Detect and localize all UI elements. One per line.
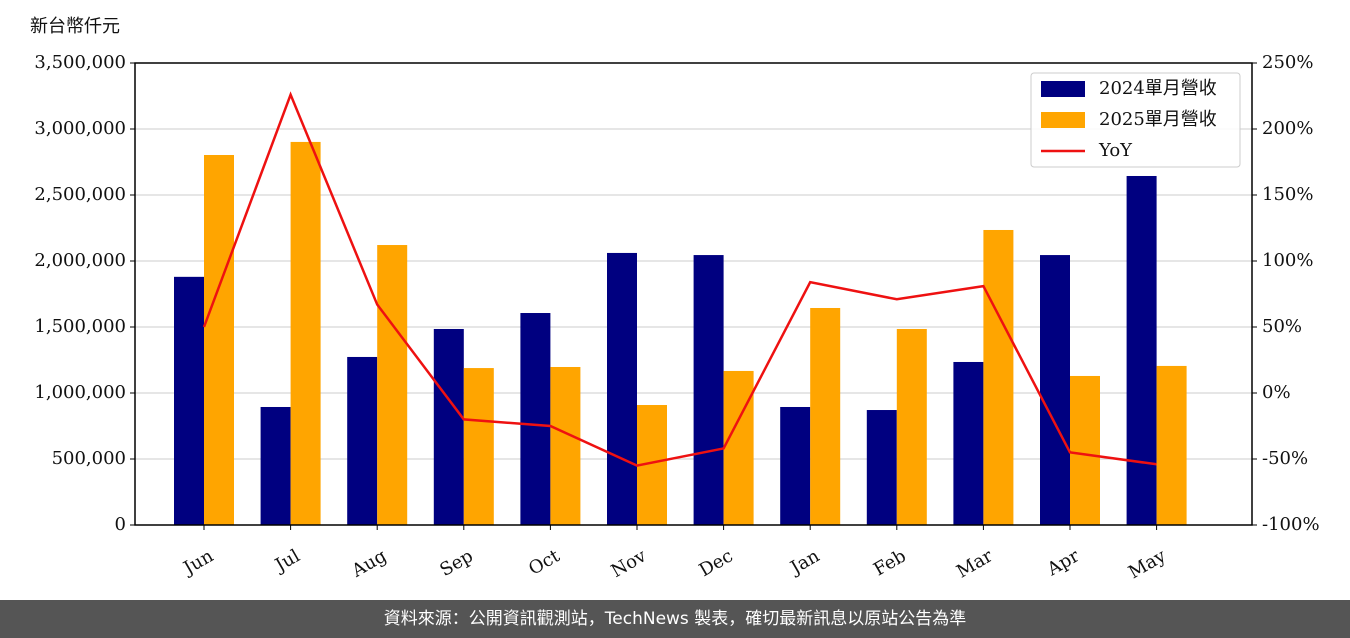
bar [174, 276, 204, 525]
y-tick-label: 1,500,000 [34, 316, 126, 337]
x-tick-label: Mar [953, 545, 997, 582]
legend-swatch [1041, 81, 1085, 97]
footer: 資料來源：公開資訊觀測站，TechNews 製表，確切最新訊息以原站公告為準 [384, 609, 966, 629]
x-tick-label: Oct [525, 545, 564, 580]
bar [896, 328, 927, 525]
bar [607, 252, 637, 525]
bar [204, 155, 234, 525]
x-tick-label: Jul [270, 545, 304, 577]
bar [1070, 375, 1100, 525]
plot-frame [134, 62, 1253, 526]
bar [1040, 255, 1070, 525]
y2-tick-label: -50% [1262, 448, 1308, 469]
bar [693, 255, 724, 525]
footer-band [0, 600, 1350, 638]
x-tick-label: May [1125, 545, 1170, 583]
y-tick-label: 3,000,000 [34, 118, 126, 139]
bar [520, 313, 551, 525]
bar [810, 307, 841, 525]
y-tick-label: 500,000 [52, 448, 126, 469]
y-tick-label: 3,500,000 [34, 52, 126, 73]
x-tick-label: Nov [608, 545, 651, 582]
y2-tick-label: 250% [1262, 52, 1313, 73]
bar [347, 356, 378, 525]
bar [983, 229, 1014, 526]
legend-label: 2024單月營收 [1099, 78, 1217, 99]
legend-label: YoY [1098, 140, 1133, 161]
legend-label: 2025單月營收 [1099, 109, 1217, 130]
bar [290, 141, 321, 525]
x-tick-label: Dec [696, 545, 737, 581]
y-tick-label: 2,500,000 [34, 184, 126, 205]
y-tick-label: 2,000,000 [34, 250, 126, 271]
bar [260, 406, 291, 525]
x-tick-label: Apr [1043, 545, 1083, 580]
yoy-line [202, 91, 1157, 467]
y2-tick-label: 100% [1262, 250, 1313, 271]
y-axis-label: 新台幣仟元 [30, 16, 120, 37]
y2-tick-label: -100% [1262, 514, 1320, 535]
bar [723, 370, 754, 525]
y-tick-label: 1,000,000 [34, 382, 126, 403]
y2-tick-label: 150% [1262, 184, 1313, 205]
bar [433, 328, 464, 525]
y-tick-label: 0 [115, 514, 126, 535]
y2-tick-label: 200% [1262, 118, 1313, 139]
y2-tick-label: 0% [1262, 382, 1291, 403]
x-tick-label: Jun [178, 545, 217, 580]
bar [1126, 175, 1157, 525]
legend-swatch [1041, 112, 1085, 128]
x-tick-label: Feb [870, 545, 910, 580]
bar [866, 410, 897, 525]
bar [463, 368, 494, 525]
bar [1156, 365, 1187, 525]
bar [953, 361, 984, 525]
bar [550, 366, 581, 525]
x-tick-label: Aug [348, 545, 391, 582]
bar [780, 406, 811, 525]
bar [377, 245, 408, 525]
x-tick-label: Jan [785, 545, 823, 579]
y2-tick-label: 50% [1262, 316, 1302, 337]
x-tick-label: Sep [436, 545, 476, 580]
